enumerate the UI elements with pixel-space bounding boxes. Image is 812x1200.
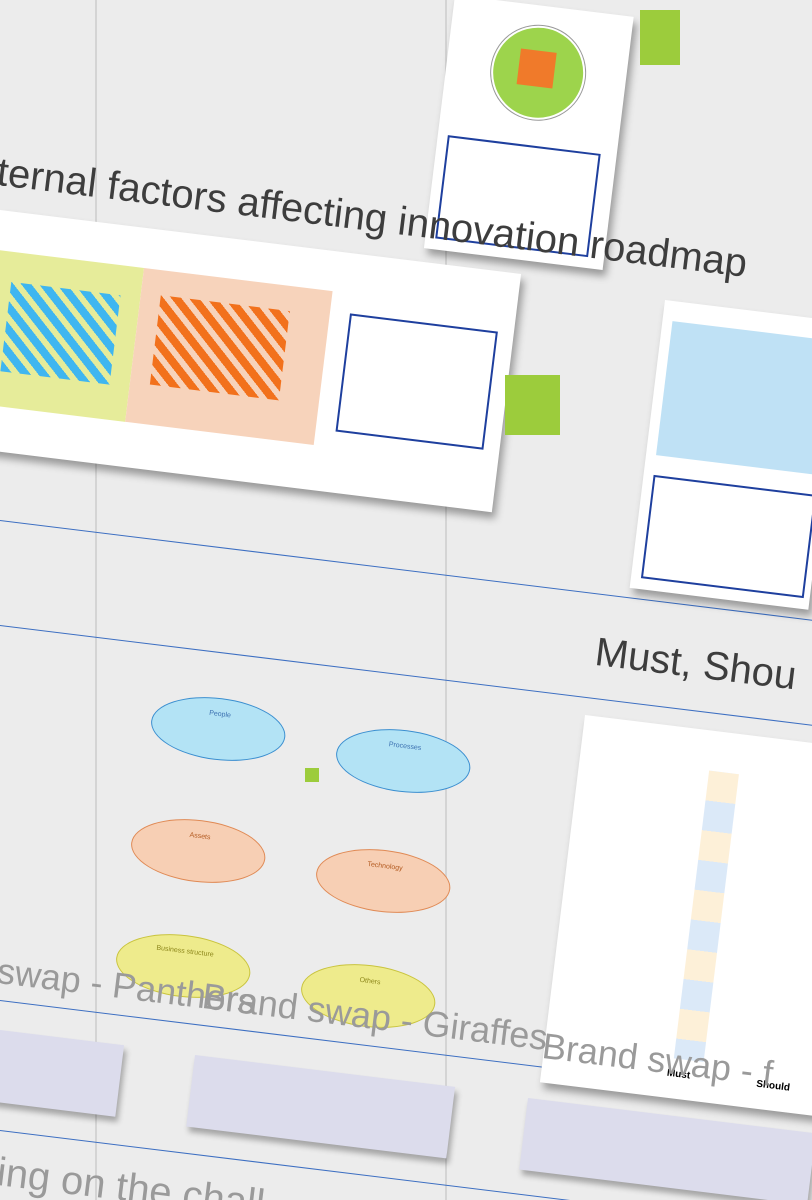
table — [335, 313, 498, 450]
s-curve-card — [0, 210, 522, 513]
stickies — [0, 281, 121, 385]
lens: People — [147, 690, 289, 768]
table — [640, 474, 812, 599]
matrix-card — [629, 300, 812, 610]
lens: Processes — [332, 722, 474, 800]
stickies — [149, 295, 290, 401]
hidden-panel — [519, 1098, 812, 1200]
lens: Technology — [312, 842, 454, 920]
radar-core — [516, 48, 557, 89]
hidden-panel — [186, 1055, 456, 1159]
matrix — [656, 321, 812, 476]
grid-line — [95, 0, 97, 1200]
grid-line — [445, 0, 447, 1200]
sticky-cluster — [640, 10, 680, 65]
frame-title: Must, Shou — [592, 630, 799, 699]
sticky — [305, 768, 319, 782]
sticky-cluster — [505, 375, 560, 435]
lens: Assets — [127, 812, 269, 890]
column — [673, 770, 739, 1063]
hidden-panel — [0, 1030, 125, 1117]
